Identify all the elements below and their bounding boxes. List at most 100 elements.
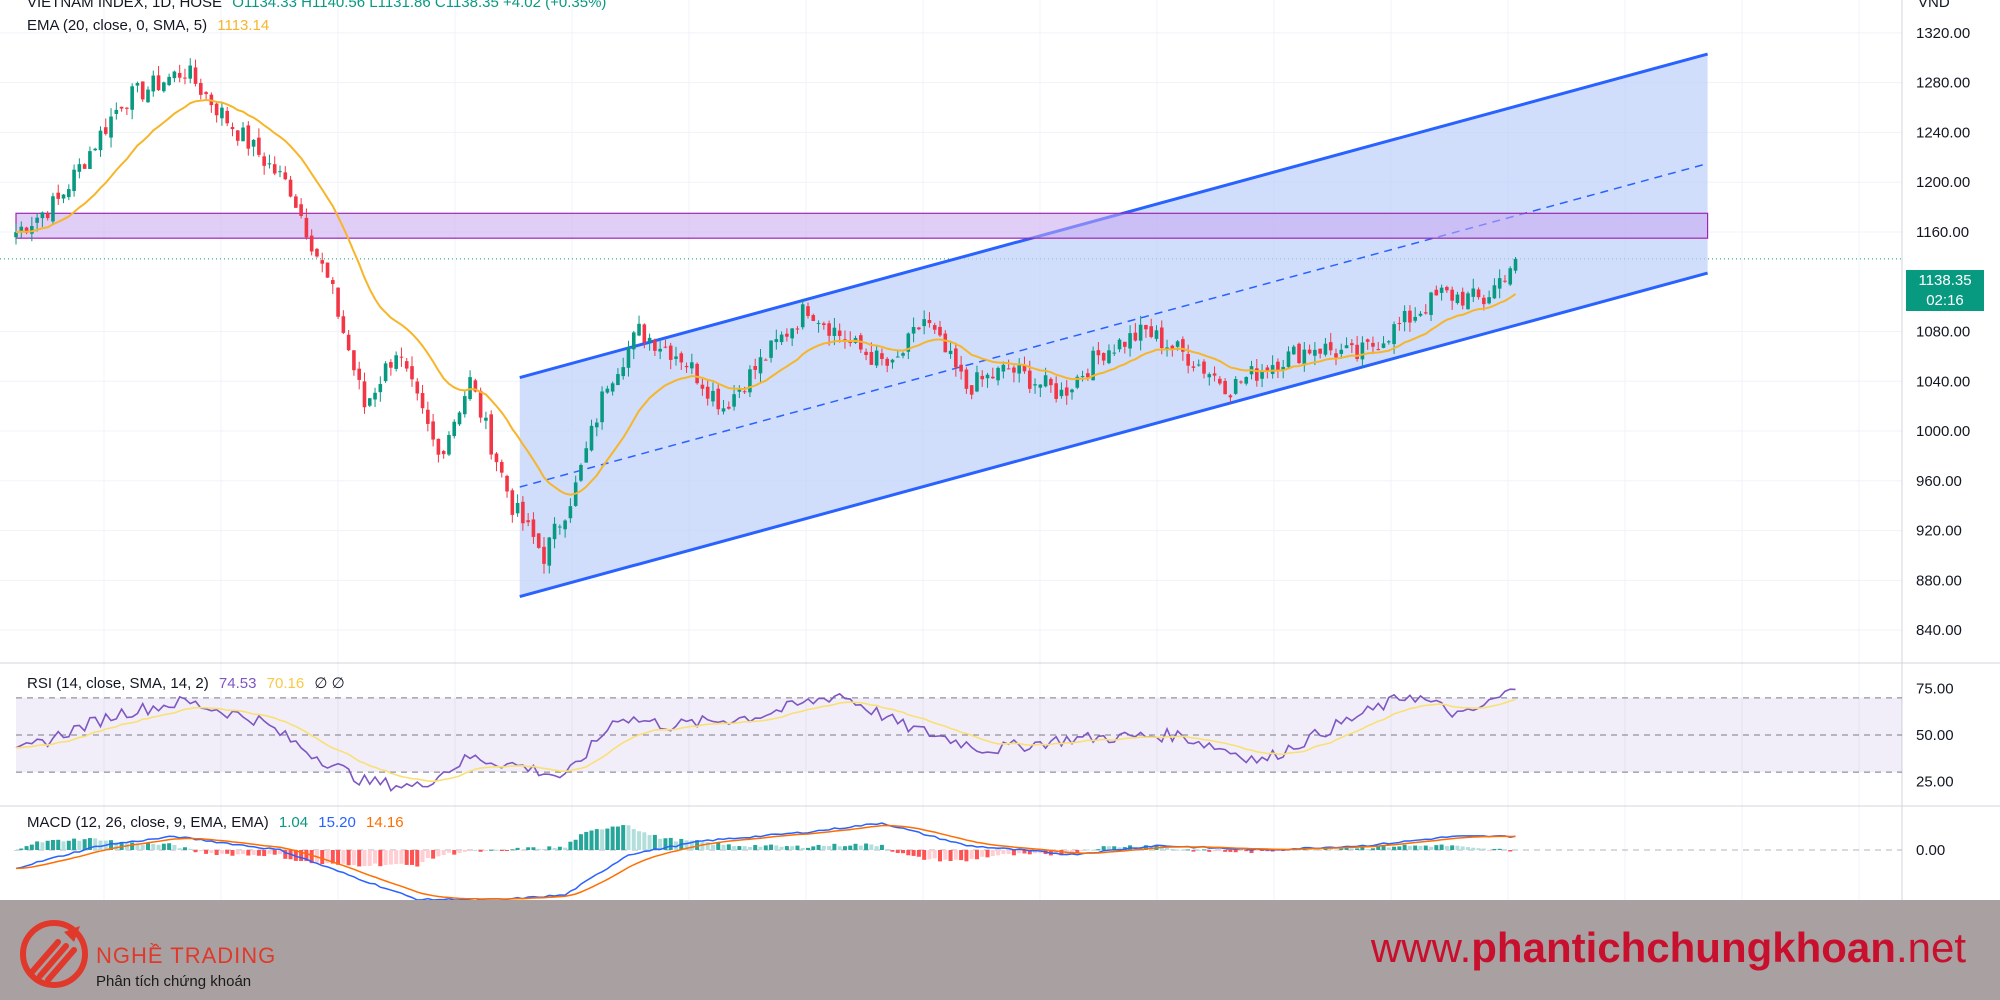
ema-value: 1113.14 — [217, 17, 270, 34]
url-suffix: .net — [1895, 924, 1966, 971]
macd-histogram-bar — [1249, 850, 1254, 854]
candle-body — [1170, 345, 1175, 349]
candle-body — [959, 364, 963, 372]
site-url[interactable]: www.phantichchungkhoan.net — [1371, 924, 1966, 972]
candle-body — [605, 388, 610, 393]
candle-body — [125, 107, 129, 109]
macd-histogram-bar — [637, 831, 642, 850]
rsi-line — [15, 688, 1516, 793]
ema-legend: EMA (20, close, 0, SMA, 5) 1113.14 — [27, 17, 275, 34]
candle-body — [531, 519, 536, 537]
candle-body — [1175, 341, 1180, 347]
macd-histogram-bar — [1180, 849, 1185, 851]
candle-body — [172, 71, 177, 79]
candle-body — [1191, 366, 1196, 368]
macd-histogram-bar — [299, 850, 304, 861]
candle-body — [1012, 367, 1016, 373]
macd-signal-value: 14.16 — [366, 814, 404, 831]
candle-body — [996, 367, 1000, 381]
price-axis[interactable]: 840.00 880.00 920.00 960.00 1000.00 1040.00 10… — [1916, 25, 1970, 859]
macd-histogram-bar — [325, 850, 330, 864]
candle-body — [457, 412, 462, 425]
macd-histogram-bar — [56, 839, 61, 850]
candle-body — [753, 366, 757, 370]
ema-polyline — [15, 99, 1517, 496]
candle-body — [304, 217, 309, 238]
candle-body — [1397, 323, 1402, 325]
macd-histogram-bar — [774, 845, 779, 850]
candle-body — [827, 323, 831, 336]
macd-histogram-bar — [547, 846, 552, 850]
candle-body — [246, 125, 251, 149]
candle-body — [1006, 368, 1011, 370]
candle-body — [1455, 294, 1460, 304]
macd-histogram-bar — [853, 843, 858, 850]
macd-histogram-bar — [1344, 847, 1349, 850]
candle-body — [1355, 344, 1359, 360]
macd-histogram-bar — [1402, 844, 1407, 850]
candle-body — [969, 385, 974, 395]
macd-histogram-bar — [568, 841, 573, 850]
candle-body — [668, 345, 673, 360]
candle-body — [135, 83, 140, 86]
candle-body — [30, 226, 34, 234]
macd-histogram-bar — [996, 850, 1001, 856]
candle-body — [742, 391, 747, 393]
macd-histogram-bar — [130, 842, 135, 850]
candle-body — [473, 380, 478, 392]
candle-body — [1497, 278, 1502, 289]
macd-histogram-bar — [1455, 845, 1460, 850]
macd-histogram-bar — [156, 844, 161, 850]
ema-line — [15, 99, 1517, 496]
candle-body — [1202, 361, 1206, 374]
candle-body — [56, 192, 61, 199]
macd-histogram-bar — [373, 850, 378, 864]
macd-histogram-bar — [974, 850, 979, 860]
url-prefix: www. — [1370, 924, 1472, 971]
macd-histogram-bar — [1075, 850, 1080, 854]
candle-body — [558, 526, 562, 528]
candle-body — [737, 389, 742, 392]
candle-body — [1207, 374, 1212, 378]
candle-body — [331, 280, 335, 284]
candle-body — [336, 287, 340, 317]
macd-histogram-bar — [309, 850, 314, 864]
candle-body — [1281, 366, 1285, 371]
macd-histogram-bar — [98, 840, 103, 850]
macd-histogram-bar — [806, 847, 810, 850]
macd-histogram-bar — [747, 846, 752, 850]
candle-body — [948, 350, 953, 355]
candle-body — [874, 350, 879, 366]
resistance-zone[interactable] — [15, 212, 1709, 239]
macd-histogram-bar — [362, 850, 367, 867]
candle-body — [526, 520, 530, 523]
trading-chart[interactable]: 840.00 880.00 920.00 960.00 1000.00 1040.00 10… — [0, 0, 2000, 900]
macd-histogram-bar — [161, 843, 166, 850]
candle-body — [1445, 286, 1449, 291]
candle-body — [684, 365, 689, 368]
price-tick-label: 1240.00 — [1916, 124, 1970, 141]
candle-body — [510, 490, 515, 515]
candle-body — [1080, 376, 1085, 378]
macd-histogram-bar — [35, 841, 40, 850]
candle-body — [389, 362, 393, 368]
macd-histogram-bar — [399, 850, 404, 864]
macd-histogram-bar — [948, 850, 953, 862]
candle-body — [320, 260, 325, 264]
macd-histogram-bar — [1254, 850, 1259, 851]
candle-body — [1365, 339, 1370, 342]
candle-body — [77, 164, 82, 172]
macd-histogram-bar — [1312, 849, 1317, 851]
macd-histogram-bar — [816, 844, 821, 850]
macd-histogram-bar — [631, 829, 636, 850]
macd-histogram-bar — [1006, 850, 1011, 854]
macd-histogram-bar — [573, 839, 578, 850]
macd-histogram-bar — [980, 850, 985, 857]
candle-body — [626, 347, 631, 368]
candle-body — [589, 425, 594, 451]
macd-histogram-bar — [626, 825, 631, 850]
candle-body — [716, 388, 721, 410]
candle-body — [653, 340, 657, 351]
candle-body — [24, 227, 29, 233]
macd-histogram-bar — [1106, 846, 1111, 850]
